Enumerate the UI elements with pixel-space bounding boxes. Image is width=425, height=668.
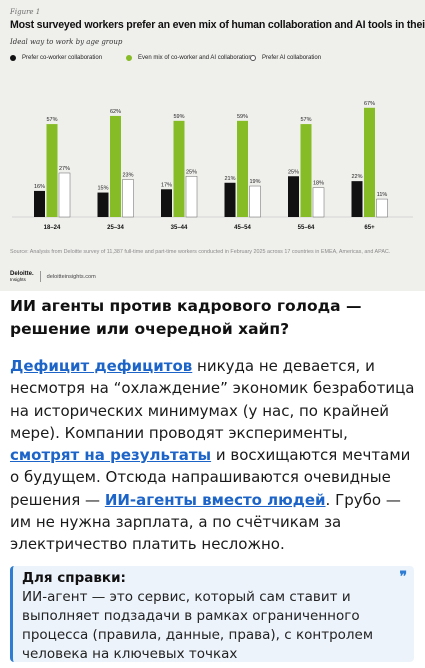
data-label-coworker-4: 25% xyxy=(288,169,299,175)
bar-even-mix-3 xyxy=(237,120,248,217)
data-label-ai-4: 18% xyxy=(313,181,324,187)
bar-even-mix-0 xyxy=(46,124,58,217)
x-tick-label-4: 55–64 xyxy=(298,225,315,231)
data-label-even-mix-1: 62% xyxy=(110,109,121,115)
data-label-even-mix-5: 67% xyxy=(364,101,375,107)
bar-ai-2 xyxy=(185,176,198,218)
link-ai-agents[interactable]: ИИ-агенты вместо людей xyxy=(104,490,326,509)
bar-even-mix-2 xyxy=(173,120,185,217)
data-label-ai-0: 27% xyxy=(59,166,70,172)
legend-label-even-mix: Even mix of co-worker and AI collaborati… xyxy=(138,55,252,61)
chart-title: Most surveyed workers prefer an even mix… xyxy=(10,19,425,31)
legend-swatch-coworker xyxy=(10,55,16,61)
legend-label-ai: Prefer AI collaboration xyxy=(262,55,322,61)
data-label-coworker-2: 17% xyxy=(161,182,172,188)
link-results[interactable]: смотрят на результаты xyxy=(10,446,212,465)
bar-ai-3 xyxy=(249,185,261,218)
chart-subtitle: Ideal way to work by age group xyxy=(10,38,123,46)
legend-item-coworker: Prefer co-worker collaboration xyxy=(10,55,102,61)
quote-text: ИИ-агент — это сервис, который сам стави… xyxy=(22,589,374,662)
link-deficit[interactable]: Дефицит дефицитов xyxy=(10,357,193,375)
x-tick-label-0: 18–24 xyxy=(44,225,61,231)
bar-ai-1 xyxy=(122,179,134,218)
body-text-2: и восхищаются мечтами о будущем. Отсюда … xyxy=(10,446,411,509)
legend-swatch-ai xyxy=(250,55,256,61)
x-tick-label-3: 45–54 xyxy=(234,225,251,231)
data-label-even-mix-3: 59% xyxy=(237,114,248,120)
data-label-ai-1: 23% xyxy=(122,173,133,179)
data-label-coworker-0: 16% xyxy=(34,184,45,190)
data-label-ai-3: 19% xyxy=(249,179,260,185)
brand-name: Deloitte. xyxy=(10,271,34,277)
bar-even-mix-4 xyxy=(300,124,312,217)
blockquote: ❞ Для справки: ИИ-агент — это сервис, ко… xyxy=(10,566,414,662)
body-text-3: . Грубо — им не нужна зарплата, а по счё… xyxy=(10,490,401,554)
chart-source: Source: Analysis from Deloitte survey of… xyxy=(10,249,391,255)
x-tick-label-2: 35–44 xyxy=(171,225,188,231)
deloitte-logo: Deloitte. Insights xyxy=(10,271,34,282)
data-label-coworker-1: 15% xyxy=(97,186,108,192)
bar-ai-5 xyxy=(376,198,388,218)
bar-coworker-3 xyxy=(224,182,236,217)
legend-item-even-mix: Even mix of co-worker and AI collaborati… xyxy=(126,55,252,61)
x-tick-label-5: 65+ xyxy=(364,225,375,231)
data-label-coworker-3: 21% xyxy=(224,176,235,182)
data-label-ai-2: 25% xyxy=(186,169,197,175)
bar-coworker-5 xyxy=(351,181,363,217)
body-text-1: никуда не девается, и несмотря на “охлаж… xyxy=(10,357,415,442)
bar-coworker-1 xyxy=(97,192,109,217)
data-label-ai-5: 11% xyxy=(377,192,388,198)
legend-swatch-even-mix xyxy=(126,55,132,61)
deloitte-brand: Deloitte. Insights deloitteinsights.com xyxy=(10,271,96,282)
legend-label-coworker: Prefer co-worker collaboration xyxy=(22,55,103,61)
bar-ai-0 xyxy=(58,172,71,218)
figure-label: Figure 1 xyxy=(10,8,41,16)
post-body: Дефицит дефицитов никуда не девается, и … xyxy=(10,355,420,556)
bar-coworker-2 xyxy=(161,189,172,217)
chart-legend: Prefer co-worker collaboration Even mix … xyxy=(10,55,420,67)
data-label-even-mix-2: 59% xyxy=(173,114,184,120)
brand-divider xyxy=(39,271,41,282)
x-tick-label-1: 25–34 xyxy=(107,225,124,231)
bar-ai-4 xyxy=(312,187,325,218)
data-label-even-mix-4: 57% xyxy=(300,117,311,123)
bar-even-mix-1 xyxy=(110,115,121,217)
legend-item-ai: Prefer AI collaboration xyxy=(250,55,321,61)
bar-chart: 16% 57% 27% 18–24 15% 62% 23% 25–34 17% 59% 25% 35–… xyxy=(12,101,413,231)
quote-icon: ❞ xyxy=(399,569,407,585)
brand-site: deloitteinsights.com xyxy=(46,273,96,280)
post-title: ИИ агенты против кадрового голода — реше… xyxy=(10,297,362,338)
data-label-coworker-5: 22% xyxy=(351,174,362,180)
brand-sub: Insights xyxy=(10,277,26,282)
quote-title: Для справки: xyxy=(22,570,126,586)
data-label-even-mix-0: 57% xyxy=(46,117,57,123)
chart-figure[interactable]: Figure 1 Most surveyed workers prefer an… xyxy=(0,0,425,291)
bar-coworker-0 xyxy=(34,190,45,217)
bar-coworker-4 xyxy=(288,176,299,217)
bar-even-mix-5 xyxy=(364,107,375,217)
